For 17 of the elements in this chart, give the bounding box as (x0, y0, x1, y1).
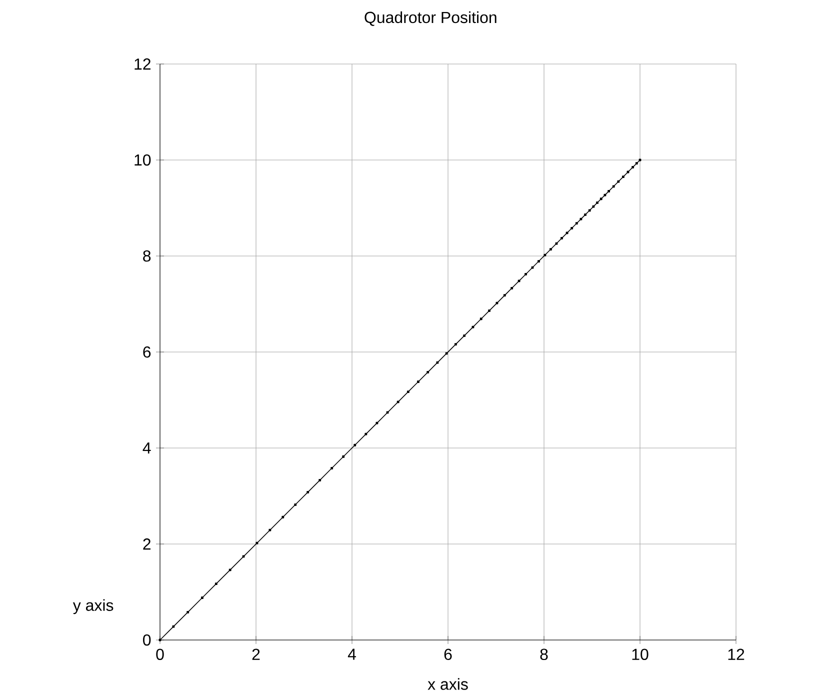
x-tick-label: 10 (632, 648, 648, 660)
x-tick-label: 6 (444, 648, 452, 660)
y-tick-label: 6 (143, 346, 151, 358)
x-tick-label: 2 (252, 648, 260, 660)
y-tick-label: 2 (143, 538, 150, 550)
y-axis-title: y axis (72, 599, 114, 614)
y-tick-label: 8 (143, 250, 151, 262)
x-tick-label: 4 (348, 648, 356, 660)
chart-title: Quadrotor Position (364, 11, 496, 26)
x-tick-label: 12 (728, 648, 744, 660)
x-axis-title: x axis (428, 678, 468, 690)
y-tick-label: 10 (134, 154, 151, 166)
y-tick-label: 0 (143, 634, 151, 646)
y-tick-label: 12 (134, 58, 150, 70)
x-tick-label: 8 (540, 648, 548, 660)
y-tick-label: 4 (142, 442, 151, 454)
x-tick-label: 0 (156, 648, 164, 660)
